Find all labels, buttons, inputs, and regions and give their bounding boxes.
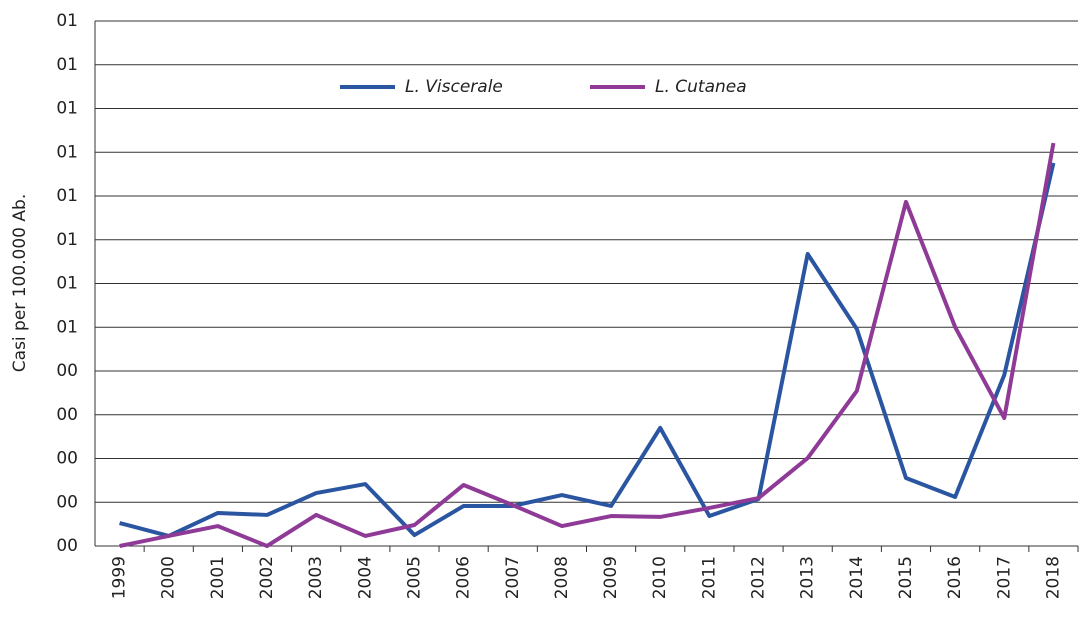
x-tick-label: 2002 xyxy=(257,556,277,599)
y-tick-label: 01 xyxy=(56,230,78,250)
y-tick-label: 00 xyxy=(56,492,78,512)
y-tick-label: 00 xyxy=(56,449,78,469)
x-tick-label: 2017 xyxy=(994,556,1014,599)
x-tick-label: 2016 xyxy=(945,556,965,599)
y-tick-label: 01 xyxy=(56,11,78,31)
y-tick-label: 00 xyxy=(56,361,78,381)
x-tick-label: 2003 xyxy=(306,556,326,599)
y-axis-label: Casi per 100.000 Ab. xyxy=(10,194,30,372)
x-tick-label: 2007 xyxy=(503,556,523,599)
x-tick-label: 2013 xyxy=(798,556,818,599)
x-tick-label: 2008 xyxy=(552,556,572,599)
x-tick-label: 2011 xyxy=(699,556,719,599)
legend-label: L. Cutanea xyxy=(655,77,747,97)
x-tick-label: 1999 xyxy=(110,556,130,599)
y-tick-label: 01 xyxy=(56,55,78,75)
x-tick-label: 2000 xyxy=(159,556,179,599)
line-series xyxy=(119,162,1056,538)
x-tick-label: 2010 xyxy=(650,556,670,599)
x-tick-label: 2001 xyxy=(208,556,228,599)
y-tick-label: 01 xyxy=(56,99,78,119)
x-tick-label: 2009 xyxy=(601,556,621,599)
y-tick-label: 01 xyxy=(56,317,78,337)
x-tick-label: 2012 xyxy=(749,556,769,599)
x-tick-label: 2014 xyxy=(847,556,867,599)
x-tick-label: 2018 xyxy=(1043,556,1063,599)
x-tick-label: 2006 xyxy=(454,556,474,599)
y-tick-label: 00 xyxy=(56,405,78,425)
legend-label: L. Viscerale xyxy=(405,77,503,97)
line-series xyxy=(119,142,1056,548)
y-tick-label: 01 xyxy=(56,142,78,162)
x-tick-label: 2004 xyxy=(355,556,375,599)
x-tick-label: 2015 xyxy=(896,556,916,599)
y-tick-label: 01 xyxy=(56,186,78,206)
y-tick-label: 00 xyxy=(56,536,78,556)
x-tick-label: 2005 xyxy=(404,556,424,599)
y-tick-label: 01 xyxy=(56,274,78,294)
